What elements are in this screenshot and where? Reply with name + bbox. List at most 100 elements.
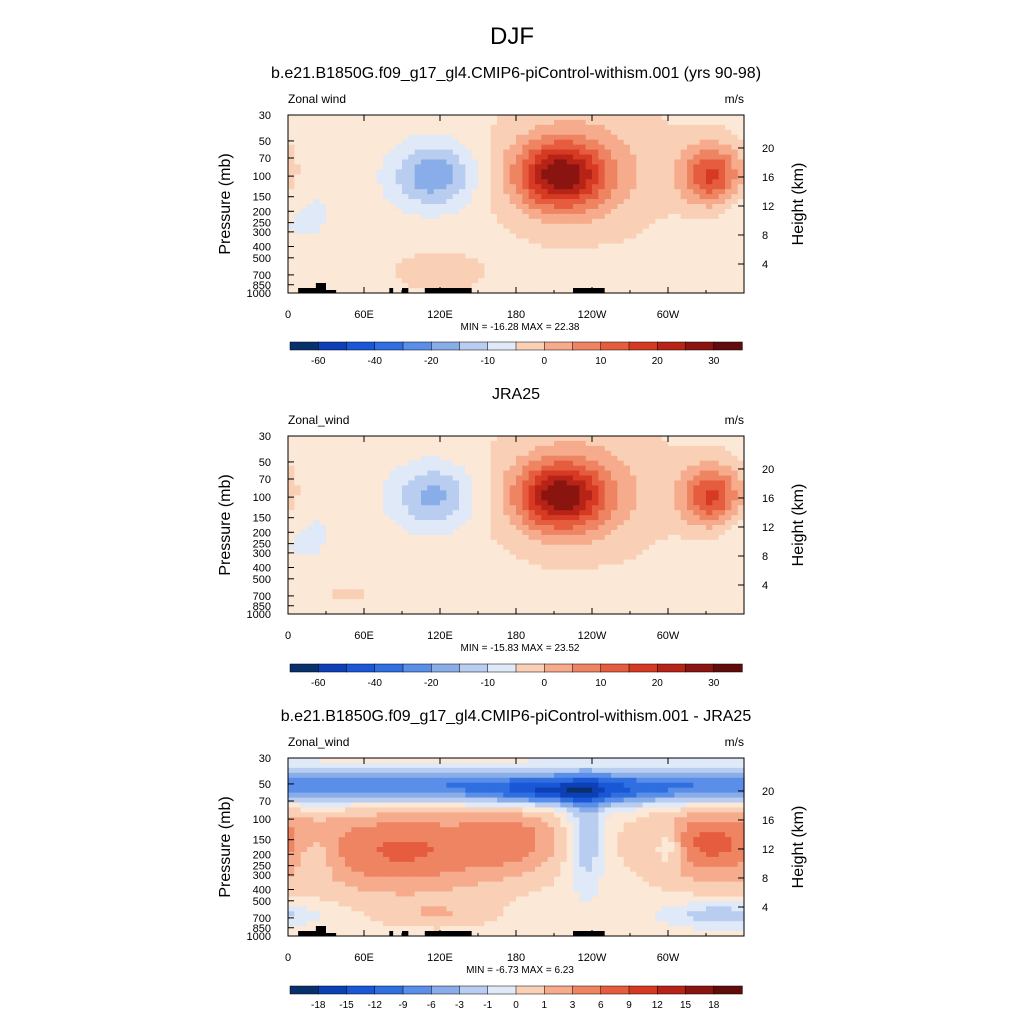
field-cell — [490, 119, 498, 126]
field-cell — [535, 529, 542, 536]
field-cell — [326, 278, 333, 284]
field-cell — [421, 589, 428, 595]
field-cell — [427, 179, 435, 185]
field-cell — [655, 569, 663, 576]
field-cell — [383, 584, 390, 590]
x-tick-label: 180 — [507, 309, 525, 321]
field-cell — [712, 450, 720, 457]
field-cell — [326, 554, 333, 561]
field-cell — [370, 559, 378, 566]
field-cell — [459, 440, 466, 447]
field-cell — [383, 510, 390, 516]
field-cell — [433, 529, 441, 536]
field-cell — [731, 579, 739, 585]
field-cell — [465, 465, 473, 472]
field-cell — [516, 233, 523, 240]
field-cell — [617, 194, 625, 200]
field-cell — [566, 510, 574, 516]
field-cell — [554, 450, 561, 457]
field-cell — [737, 184, 745, 190]
field-cell — [699, 115, 707, 121]
field-cell — [509, 243, 517, 250]
field-cell — [522, 579, 530, 585]
field-cell — [459, 268, 466, 274]
field-cell — [687, 268, 694, 274]
field-cell — [528, 445, 536, 452]
field-cell — [554, 544, 561, 551]
field-cell — [364, 485, 371, 491]
field-cell — [725, 213, 732, 220]
field-cell — [509, 505, 517, 511]
field-cell — [509, 134, 517, 141]
field-cell — [655, 263, 663, 269]
field-cell — [497, 253, 504, 259]
field-cell — [668, 520, 675, 526]
field-cell — [649, 199, 656, 205]
field-cell — [300, 549, 308, 556]
field-cell — [313, 485, 321, 491]
field-cell — [478, 465, 485, 472]
field-cell — [389, 490, 397, 496]
field-cell — [383, 440, 390, 447]
field-cell — [288, 455, 295, 462]
field-cell — [535, 574, 542, 580]
field-cell — [680, 520, 688, 526]
field-cell — [408, 199, 416, 205]
field-cell — [509, 189, 517, 195]
field-cell — [465, 124, 473, 131]
field-cell — [452, 589, 460, 595]
field-cell — [421, 149, 428, 156]
field-cell — [484, 228, 492, 235]
field-cell — [560, 515, 568, 521]
field-cell — [307, 450, 314, 457]
field-cell — [579, 579, 587, 585]
field-cell — [421, 194, 428, 200]
field-cell — [528, 490, 536, 496]
field-cell — [402, 564, 409, 571]
field-cell — [395, 179, 403, 185]
field-cell — [706, 218, 713, 225]
field-cell — [332, 574, 340, 580]
field-cell — [680, 584, 688, 590]
field-cell — [560, 525, 568, 531]
field-cell — [725, 584, 732, 590]
field-cell — [699, 169, 707, 175]
field-cell — [402, 574, 409, 580]
colorbar: -60 -40 -20 -10 0 10 20 30 — [289, 341, 743, 367]
field-cell — [509, 238, 517, 245]
field-cell — [598, 119, 606, 126]
field-cell — [465, 485, 473, 491]
field-cell — [414, 268, 422, 274]
field-cell — [693, 129, 701, 136]
field-cell — [674, 248, 682, 255]
field-cell — [319, 480, 327, 487]
field-cell — [509, 149, 517, 156]
field-cell — [541, 169, 549, 175]
field-cell — [680, 485, 688, 491]
field-cell — [338, 559, 346, 566]
field-cell — [446, 584, 454, 590]
field-cell — [440, 243, 447, 250]
field-cell — [725, 238, 732, 245]
field-cell — [731, 199, 739, 205]
field-cell — [649, 139, 656, 146]
field-cell — [383, 139, 390, 146]
field-cell — [737, 144, 745, 151]
field-cell — [611, 218, 618, 225]
field-cell — [706, 194, 713, 200]
field-cell — [522, 490, 530, 496]
field-cell — [592, 149, 599, 156]
field-cell — [592, 278, 599, 284]
field-cell — [592, 129, 599, 136]
field-cell — [433, 440, 441, 447]
field-cell — [566, 199, 574, 205]
field-cell — [547, 228, 555, 235]
field-cell — [326, 283, 333, 289]
field-cell — [427, 149, 435, 156]
field-cell — [522, 288, 530, 294]
field-cell — [326, 253, 333, 259]
field-cell — [376, 445, 384, 452]
field-cell — [345, 510, 352, 516]
colorbar-box — [572, 341, 602, 351]
field-cell — [351, 238, 359, 245]
